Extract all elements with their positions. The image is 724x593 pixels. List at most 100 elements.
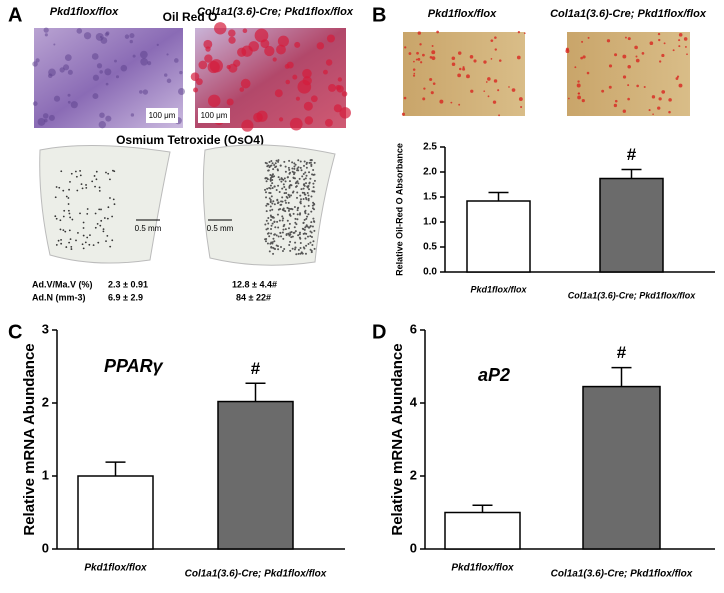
texture-dot xyxy=(55,244,58,246)
texture-dot xyxy=(279,207,282,210)
y-tick-label: 4 xyxy=(410,394,418,409)
texture-dot xyxy=(413,72,416,75)
texture-dot xyxy=(91,180,94,183)
scale-label: 100 μm xyxy=(149,111,176,120)
texture-dot xyxy=(311,243,314,246)
texture-dot xyxy=(649,41,654,46)
texture-dot xyxy=(613,103,618,108)
texture-dot xyxy=(288,207,291,210)
texture-dot xyxy=(299,252,302,255)
texture-dot xyxy=(198,60,208,70)
texture-dot xyxy=(622,75,627,79)
texture-dot xyxy=(85,184,87,186)
texture-dot xyxy=(313,173,316,176)
texture-dot xyxy=(270,164,273,167)
texture-dot xyxy=(498,59,502,62)
texture-dot xyxy=(511,88,516,92)
texture-dot xyxy=(93,175,96,177)
texture-dot xyxy=(204,54,213,63)
texture-dot xyxy=(129,39,133,44)
texture-dot xyxy=(306,225,309,228)
texture-dot xyxy=(275,159,278,162)
texture-dot xyxy=(325,118,333,127)
texture-dot xyxy=(288,244,291,247)
texture-dot xyxy=(416,51,419,55)
scale-label: 0.5 mm xyxy=(207,224,234,233)
texture-dot xyxy=(42,113,49,119)
texture-dot xyxy=(307,194,310,197)
texture-dot xyxy=(286,176,289,179)
texture-dot xyxy=(278,178,281,181)
texture-dot xyxy=(106,234,109,237)
texture-dot xyxy=(97,241,100,244)
texture-dot xyxy=(70,245,73,248)
texture-dot xyxy=(574,66,577,69)
texture-dot xyxy=(305,217,308,220)
photo-texture xyxy=(32,22,351,132)
texture-dot xyxy=(658,38,661,42)
texture-dot xyxy=(430,91,434,95)
y-tick-label: 1.0 xyxy=(423,217,437,228)
texture-dot xyxy=(71,218,74,221)
texture-dot xyxy=(109,178,111,181)
texture-dot xyxy=(289,233,292,236)
y-tick-label: 2.0 xyxy=(423,167,437,178)
photo-texture xyxy=(401,30,688,117)
texture-dot xyxy=(266,242,269,245)
texture-dot xyxy=(304,252,307,255)
texture-dot xyxy=(193,87,199,93)
texture-dot xyxy=(268,250,271,253)
texture-dot xyxy=(105,240,107,243)
texture-dot xyxy=(260,39,270,49)
texture-dot xyxy=(299,160,302,163)
texture-dot xyxy=(98,208,101,211)
texture-dot xyxy=(264,45,275,57)
texture-dot xyxy=(311,207,314,210)
texture-dot xyxy=(292,212,295,215)
texture-dot xyxy=(276,168,279,171)
texture-dot xyxy=(299,242,302,245)
texture-dot xyxy=(53,95,61,102)
texture-dot xyxy=(276,44,286,55)
texture-dot xyxy=(313,203,316,206)
texture-dot xyxy=(280,235,283,238)
y-tick-label: 2.5 xyxy=(423,142,437,153)
texture-dot xyxy=(271,173,274,176)
texture-dot xyxy=(297,248,300,251)
texture-dot xyxy=(308,226,311,229)
texture-dot xyxy=(466,74,470,79)
texture-dot xyxy=(302,187,305,190)
texture-dot xyxy=(328,83,337,92)
texture-dot xyxy=(451,62,456,66)
texture-dot xyxy=(81,187,84,190)
texture-dot xyxy=(67,100,71,104)
texture-dot xyxy=(312,190,315,193)
texture-dot xyxy=(492,100,497,104)
stat-value: 6.9 ± 2.9 xyxy=(108,292,143,302)
texture-dot xyxy=(295,223,298,226)
texture-dot xyxy=(483,60,487,64)
texture-dot xyxy=(412,74,416,77)
texture-dot xyxy=(53,43,56,46)
texture-dot xyxy=(99,70,103,74)
texture-dot xyxy=(278,219,281,222)
texture-dot xyxy=(498,114,501,117)
texture-dot xyxy=(462,67,466,71)
texture-dot xyxy=(312,168,315,171)
texture-dot xyxy=(311,204,314,207)
texture-dot xyxy=(436,30,439,34)
culture-photo xyxy=(403,32,525,116)
texture-dot xyxy=(59,228,62,231)
texture-dot xyxy=(99,112,105,118)
texture-dot xyxy=(205,46,211,52)
texture-dot xyxy=(305,163,308,166)
texture-dot xyxy=(307,199,310,202)
texture-dot xyxy=(281,187,284,190)
bar xyxy=(77,475,154,550)
texture-dot xyxy=(65,246,68,248)
texture-dot xyxy=(277,226,280,229)
texture-dot xyxy=(278,191,281,194)
texture-dot xyxy=(516,55,521,60)
texture-dot xyxy=(429,56,433,59)
